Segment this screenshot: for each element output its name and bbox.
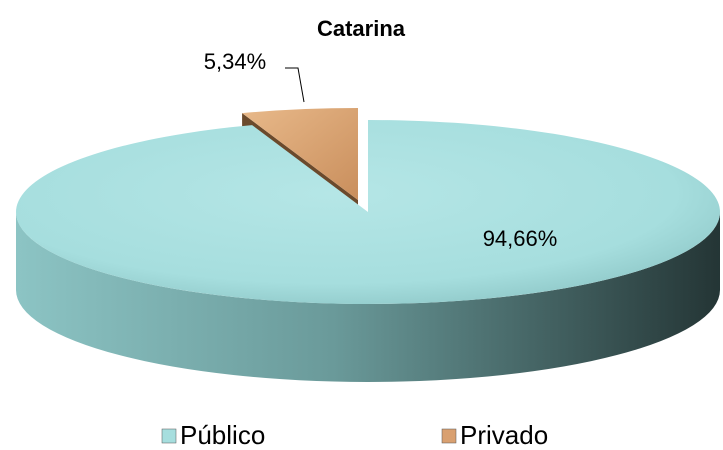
slice <box>15 120 720 304</box>
chart-title: Catarina <box>317 16 406 41</box>
legend-label: Privado <box>460 420 548 450</box>
slice <box>242 108 358 200</box>
leader-line <box>285 67 305 103</box>
slice-side <box>16 212 720 382</box>
legend-label: Público <box>180 420 265 450</box>
data-label: 5,34% <box>204 49 266 74</box>
legend-swatch <box>161 428 177 444</box>
legend-swatch <box>441 428 457 444</box>
data-label: 94,66% <box>483 226 558 251</box>
